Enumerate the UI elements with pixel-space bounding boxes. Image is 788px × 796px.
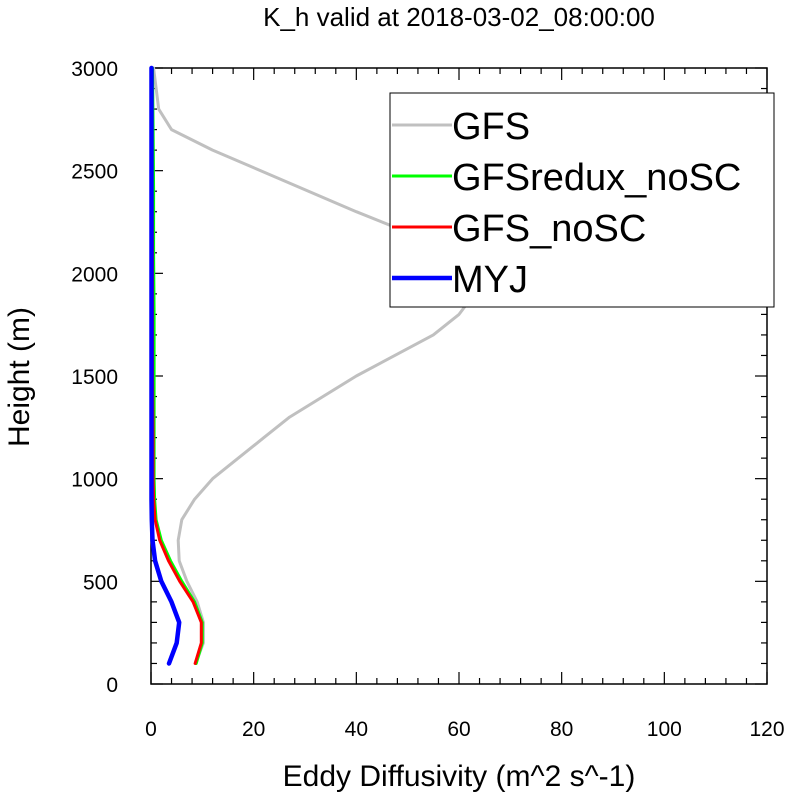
y-tick-label: 2000 (71, 263, 118, 286)
legend-label: GFS (452, 106, 530, 148)
x-tick-label: 0 (145, 718, 157, 741)
series-line-gfs (152, 66, 476, 665)
legend-label: GFSredux_noSC (452, 157, 741, 199)
x-tick-label: 120 (749, 718, 784, 741)
y-tick-label: 1500 (71, 366, 118, 389)
x-tick-label: 100 (647, 718, 682, 741)
y-tick-label: 0 (106, 674, 118, 697)
chart-title: K_h valid at 2018-03-02_08:00:00 (263, 2, 655, 32)
legend-label: MYJ (452, 259, 528, 301)
y-tick-label: 3000 (71, 58, 118, 81)
y-tick-label: 1000 (71, 469, 118, 492)
y-axis-label: Height (m) (3, 307, 36, 447)
x-tick-label: 20 (242, 718, 265, 741)
x-tick-label: 60 (447, 718, 470, 741)
y-tick-label: 2500 (71, 161, 118, 184)
x-tick-label: 40 (345, 718, 368, 741)
legend-label: GFS_noSC (452, 208, 646, 250)
legend-box (389, 92, 775, 308)
x-tick-label: 80 (550, 718, 573, 741)
y-tick-label: 500 (83, 571, 118, 594)
series-line-myj (149, 65, 182, 666)
x-axis-label: Eddy Diffusivity (m^2 s^-1) (283, 760, 636, 793)
